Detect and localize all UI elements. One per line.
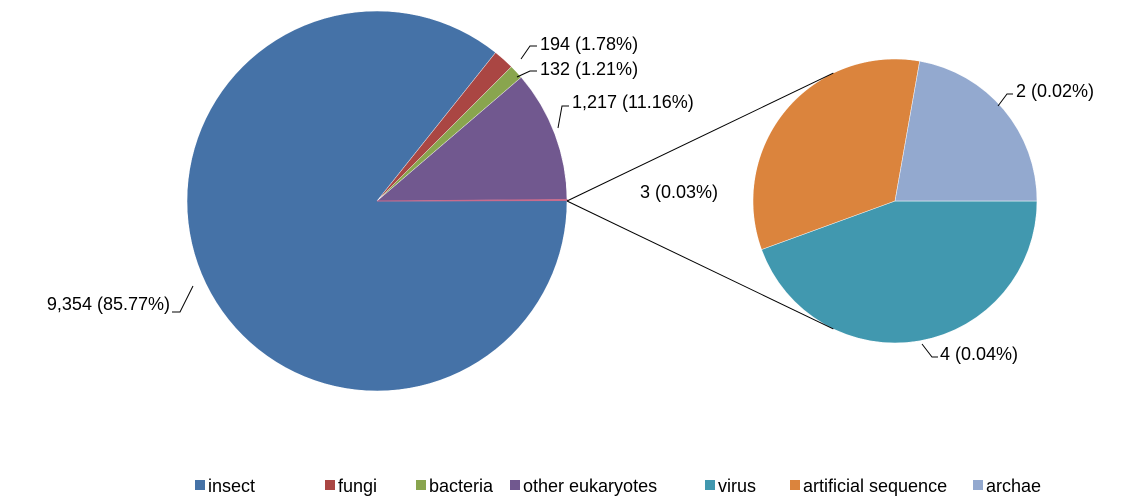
data-label: 1,217 (11.16%) — [572, 92, 694, 112]
legend-swatch — [325, 480, 335, 490]
leader-line — [516, 70, 537, 78]
legend-swatch — [705, 480, 715, 490]
leader-line — [520, 45, 537, 60]
legend-swatch — [790, 480, 800, 490]
legend-swatch — [510, 480, 520, 490]
pie-slice — [894, 60, 1038, 202]
data-label: 9,354 (85.77%) — [47, 294, 170, 314]
leader-line — [997, 93, 1013, 107]
connector — [566, 72, 834, 202]
data-label: 2 (0.02%) — [1016, 81, 1094, 101]
legend-label: virus — [718, 476, 756, 496]
legend-label: bacteria — [429, 476, 494, 496]
legend-label: other eukaryotes — [523, 476, 657, 496]
leader-line — [921, 343, 938, 358]
data-label: 4 (0.04%) — [940, 344, 1018, 364]
leader-line — [172, 285, 194, 313]
legend-label: archae — [986, 476, 1041, 496]
connector — [566, 200, 834, 330]
pie-slice — [752, 58, 920, 250]
pie-slice — [186, 10, 568, 392]
legend-label: insect — [208, 476, 255, 496]
data-label: 132 (1.21%) — [540, 59, 638, 79]
leader-line — [557, 105, 569, 129]
legend-label: fungi — [338, 476, 377, 496]
legend-swatch — [973, 480, 983, 490]
legend-swatch — [195, 480, 205, 490]
pie-slice — [761, 200, 1038, 344]
data-label: 194 (1.78%) — [540, 34, 638, 54]
pie-slice — [376, 76, 568, 202]
legend-label: artificial sequence — [803, 476, 947, 496]
legend-swatch — [416, 480, 426, 490]
data-label: 3 (0.03%) — [640, 182, 718, 202]
